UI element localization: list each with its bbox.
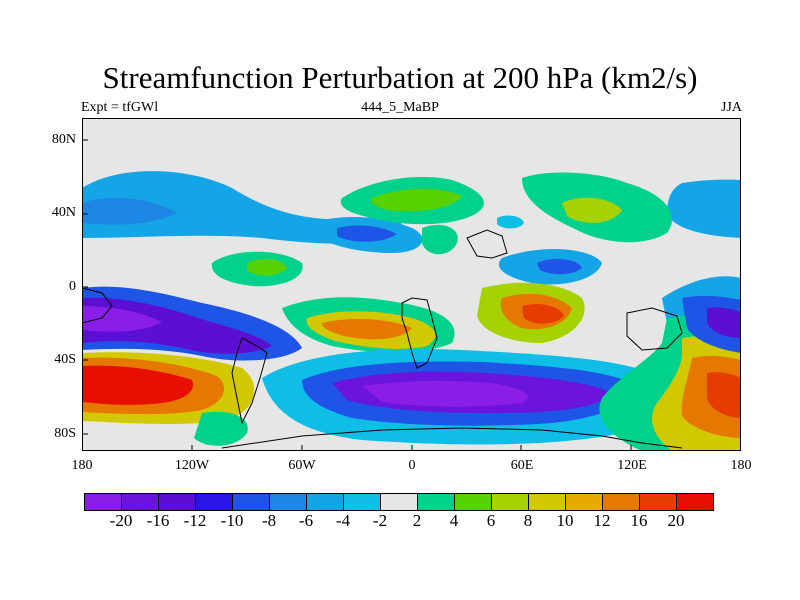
map-title: Streamfunction Perturbation at 200 hPa (… [102, 60, 698, 95]
colorbar-label: 2 [412, 511, 422, 530]
colorbar-box [529, 494, 566, 510]
contour-small-cyan [497, 215, 524, 229]
lat-label-80n: 80N [51, 132, 76, 147]
contour-sh-east-red [522, 304, 564, 324]
map-tick-marks [82, 139, 632, 451]
colorbar-box [603, 494, 640, 510]
contour-se-red [707, 372, 741, 418]
contour-nh-cyan-east [667, 179, 741, 238]
colorbar-box [159, 494, 196, 510]
contour-shm-red-west [82, 365, 193, 405]
lat-label-0: 0 [69, 279, 76, 294]
lon-label-60e: 60E [510, 458, 534, 473]
lon-label-0: 0 [408, 458, 416, 473]
colorbar-box [122, 494, 159, 510]
season-label: JJA [720, 100, 742, 115]
contour-nh-blue-west [82, 197, 177, 225]
lat-label-40n: 40N [51, 205, 76, 220]
colorbar-box [85, 494, 122, 510]
colorbar-label: -16 [146, 511, 170, 530]
contour-east-purple [707, 307, 741, 338]
colorbar-label: -10 [220, 511, 244, 530]
lon-label-120w: 120W [174, 458, 210, 473]
lon-label-180w: 180 [71, 458, 93, 473]
coastline-india [466, 229, 508, 259]
coastline-australia [626, 307, 683, 351]
colorbar-box [566, 494, 603, 510]
contour-nh-blue-middle [337, 225, 397, 242]
colorbar-box [196, 494, 233, 510]
colorbar-box [492, 494, 529, 510]
colorbar-box [381, 494, 418, 510]
contour-sh-violet-west [82, 306, 162, 332]
lat-label-80s: 80S [54, 426, 76, 441]
colorbar-label: -6 [298, 511, 314, 530]
coastline-north-america [82, 287, 113, 324]
colorbar-box [307, 494, 344, 510]
lon-label-60w: 60W [288, 458, 316, 473]
colorbar-label: 20 [667, 511, 685, 530]
coastline-layer [82, 229, 683, 449]
colorbar-label: 10 [556, 511, 574, 530]
colorbar-box [344, 494, 381, 510]
coastline-africa [401, 297, 438, 369]
contour-sw-green [194, 411, 248, 446]
colorbar-label: 4 [449, 511, 459, 530]
coastline-antarctica [221, 427, 683, 449]
contour-nh-green-4-inner [247, 258, 287, 276]
colorbar-label: 6 [486, 511, 496, 530]
contour-eq-blue-east [537, 258, 582, 275]
colorbar-label: -20 [109, 511, 133, 530]
colorbar-box [455, 494, 492, 510]
contour-nh-green-3 [422, 224, 458, 255]
case-label: 444_5_MaBP [361, 100, 439, 115]
contour-nh-green-2-inner [562, 197, 622, 223]
colorbar-label: 16 [630, 511, 648, 530]
colorbar-label: -12 [183, 511, 207, 530]
contour-fill-layer [82, 171, 741, 451]
streamfunction-map [82, 118, 741, 451]
colorbar-box [418, 494, 455, 510]
colorbar-box [270, 494, 307, 510]
lat-label-40s: 40S [54, 352, 76, 367]
lon-label-180e: 180 [730, 458, 752, 473]
colorbar [84, 493, 714, 511]
colorbar-label: 12 [593, 511, 611, 530]
experiment-label: Expt = tfGWl [81, 100, 159, 115]
colorbar-label: -8 [261, 511, 277, 530]
colorbar-label: -2 [372, 511, 388, 530]
contour-sh-orange-band [322, 318, 412, 340]
colorbar-label: 8 [523, 511, 533, 530]
colorbar-box [640, 494, 677, 510]
lon-label-120e: 120E [617, 458, 647, 473]
colorbar-label: -4 [335, 511, 351, 530]
coastline-south-america [231, 337, 268, 425]
colorbar-box [233, 494, 270, 510]
contour-shh-violet [362, 381, 528, 407]
colorbar-box [677, 494, 713, 510]
contour-nh-green-1-inner [370, 188, 462, 212]
